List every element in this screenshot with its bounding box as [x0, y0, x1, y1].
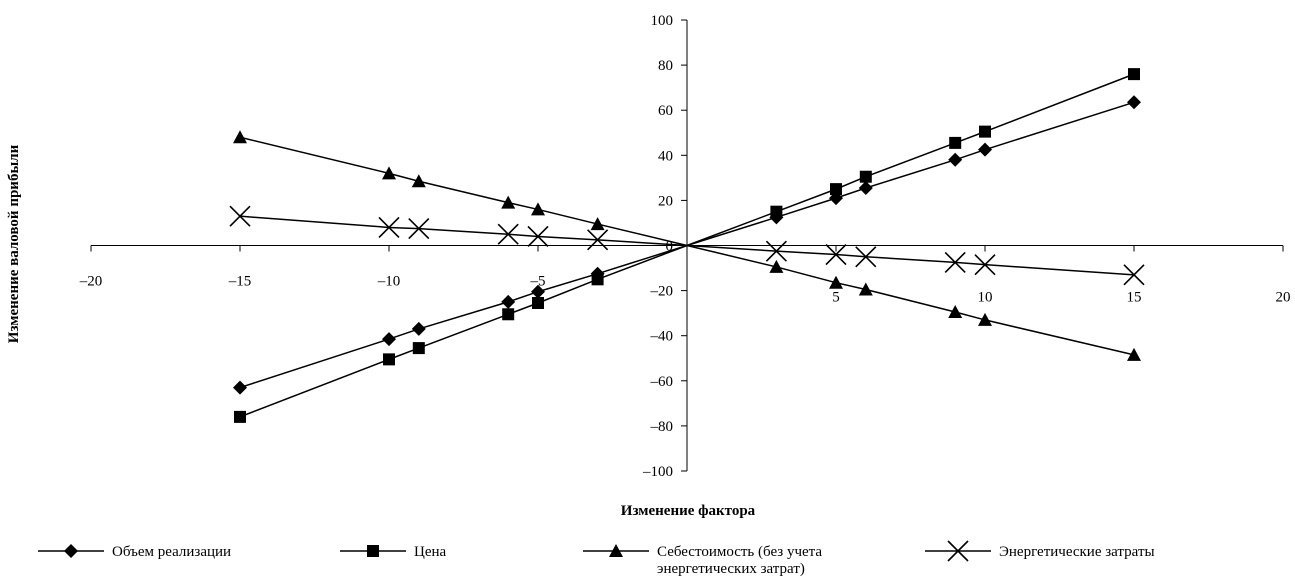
- data-point-triangle: [858, 282, 873, 296]
- x-tick-label: 15: [1127, 290, 1142, 306]
- x-tick-label: 20: [1276, 290, 1291, 306]
- y-tick-label: 20: [658, 193, 673, 209]
- legend-label: Цена: [414, 544, 447, 560]
- data-point-triangle: [531, 202, 545, 216]
- x-tick-label: –5: [530, 274, 546, 290]
- data-point-x: [825, 243, 847, 266]
- data-point-diamond: [233, 380, 247, 395]
- data-point-square: [234, 410, 246, 423]
- legend-label: Энергетические затраты: [999, 544, 1155, 560]
- legend-marker-x: [947, 540, 969, 562]
- data-point-square: [979, 125, 991, 138]
- legend-marker-triangle: [609, 544, 623, 557]
- data-point-triangle: [1127, 347, 1141, 361]
- data-point-square: [859, 170, 872, 183]
- data-point-square: [830, 183, 842, 196]
- data-point-square: [412, 342, 425, 355]
- data-point-diamond: [382, 332, 396, 347]
- data-point-diamond: [411, 321, 426, 336]
- x-tick-label: –10: [377, 274, 401, 290]
- data-point-square: [770, 205, 783, 218]
- tick-labels: 100 80 60 40 20 0 –20 –40 –60 –80 –100 –20 –15 –10 –5 5…: [79, 13, 1291, 480]
- plot-area: [229, 68, 1145, 423]
- y-tick-label: 60: [658, 103, 673, 119]
- data-point-diamond: [1127, 95, 1141, 110]
- legend-entry: Себестоимость (без учета энергетических з…: [583, 544, 822, 577]
- data-point-x: [765, 240, 787, 262]
- data-point-triangle: [769, 259, 784, 273]
- data-point-x: [587, 229, 609, 251]
- y-tick-label: 80: [658, 58, 673, 74]
- y-tick-label: –80: [650, 419, 674, 435]
- y-tick-label: 0: [666, 239, 674, 255]
- y-tick-label: 40: [658, 148, 673, 164]
- legend: Объем реализации Цена Себестоимость (без у…: [38, 540, 1155, 577]
- data-point-x: [527, 225, 549, 248]
- x-tick-label: –15: [228, 274, 252, 290]
- x-tick-label: 10: [978, 290, 993, 306]
- legend-entry: Энергетические затраты: [925, 540, 1155, 562]
- data-point-diamond: [501, 294, 516, 309]
- data-point-triangle: [978, 312, 992, 326]
- data-point-triangle: [382, 166, 396, 180]
- data-point-triangle: [411, 174, 426, 188]
- data-point-square: [591, 273, 604, 286]
- data-point-square: [949, 136, 962, 149]
- data-point-x: [408, 218, 430, 240]
- legend-marker-square: [367, 545, 379, 557]
- data-point-square: [502, 308, 515, 321]
- data-point-diamond: [858, 180, 873, 195]
- y-tick-label: 100: [651, 13, 674, 29]
- data-point-x: [944, 251, 966, 273]
- y-tick-label: –100: [642, 464, 673, 480]
- x-tick-label: 5: [832, 290, 840, 306]
- data-point-x: [229, 205, 251, 227]
- legend-entry: Объем реализации: [38, 544, 231, 560]
- data-point-x: [497, 223, 519, 245]
- data-point-square: [383, 353, 395, 366]
- legend-entry: Цена: [340, 544, 447, 560]
- data-point-x: [974, 254, 996, 276]
- legend-label: Себестоимость (без учета энергетических з…: [657, 544, 822, 577]
- series-4: [229, 205, 1145, 286]
- y-tick-label: –40: [650, 329, 674, 345]
- data-point-diamond: [948, 152, 963, 167]
- data-point-triangle: [829, 275, 843, 289]
- data-point-triangle: [233, 130, 247, 144]
- x-axis-title: Изменение фактора: [621, 503, 756, 519]
- y-tick-label: –20: [650, 284, 674, 300]
- data-point-diamond: [531, 284, 545, 299]
- y-axis-title: Изменение валовой прибыли: [6, 144, 22, 343]
- y-tick-label: –60: [650, 374, 674, 390]
- data-point-diamond: [978, 142, 992, 157]
- data-point-square: [532, 297, 544, 310]
- data-point-x: [378, 216, 400, 239]
- legend-label: Объем реализации: [112, 544, 231, 560]
- data-point-triangle: [948, 305, 963, 319]
- x-tick-label: –20: [79, 274, 103, 290]
- data-point-triangle: [501, 195, 516, 209]
- data-point-x: [855, 246, 877, 268]
- data-point-square: [1128, 68, 1140, 81]
- data-point-triangle: [590, 217, 605, 231]
- data-point-x: [1123, 264, 1145, 286]
- series-3: [233, 130, 1141, 361]
- legend-marker-diamond: [64, 544, 78, 558]
